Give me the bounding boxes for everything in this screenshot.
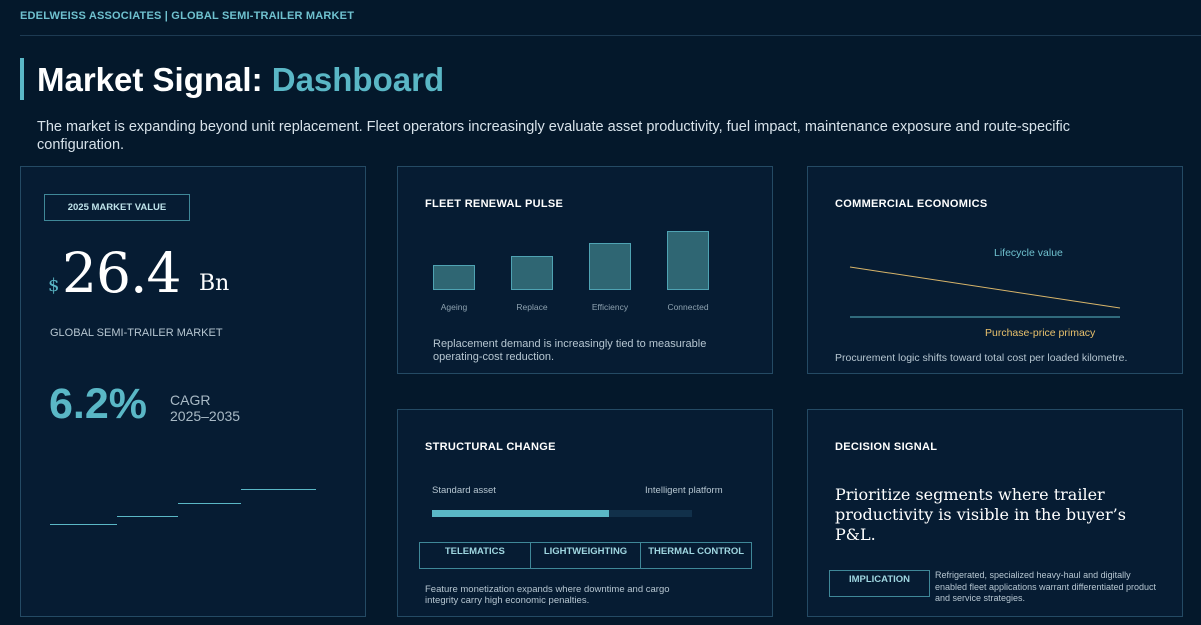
cagr-label: CAGR 2025–2035 bbox=[170, 392, 240, 424]
commercial-economics-card: COMMERCIAL ECONOMICS Lifecycle value Pur… bbox=[807, 166, 1183, 374]
fleet-renewal-title: FLEET RENEWAL PULSE bbox=[425, 198, 564, 210]
structural-change-note: Feature monetization expands where downt… bbox=[425, 584, 670, 606]
cagr-value: 6.2% bbox=[49, 380, 148, 428]
intro-text: The market is expanding beyond unit repl… bbox=[37, 119, 1071, 153]
intelligent-platform-label: Intelligent platform bbox=[645, 485, 723, 496]
decision-signal-title: DECISION SIGNAL bbox=[835, 441, 938, 453]
growth-step-2 bbox=[117, 516, 178, 517]
growth-step-1 bbox=[50, 524, 117, 525]
structural-change-card: STRUCTURAL CHANGE Standard asset Intelli… bbox=[397, 409, 773, 617]
fleet-bar-replace bbox=[511, 256, 553, 290]
decision-statement: Prioritize segments where trailer produc… bbox=[835, 485, 1126, 544]
fleet-bar-efficiency bbox=[589, 243, 631, 290]
economics-lines-graphic bbox=[849, 266, 1121, 318]
structural-change-title: STRUCTURAL CHANGE bbox=[425, 441, 556, 453]
fleet-renewal-note: Replacement demand is increasingly tied … bbox=[433, 338, 707, 363]
market-value-number: 26.4 bbox=[62, 241, 181, 305]
implication-badge: IMPLICATION bbox=[829, 570, 930, 597]
market-value-card: 2025 MARKET VALUE $ 26.4 Bn GLOBAL SEMI-… bbox=[20, 166, 366, 617]
page-title: Market Signal: Dashboard bbox=[37, 61, 444, 99]
currency-symbol: $ bbox=[48, 275, 60, 296]
purchase-price-line bbox=[849, 266, 1121, 309]
fleet-bar-label-replace: Replace bbox=[516, 302, 548, 312]
commercial-economics-title: COMMERCIAL ECONOMICS bbox=[835, 198, 988, 210]
page-title-main: Market Signal: bbox=[37, 61, 263, 98]
lifecycle-value-label: Lifecycle value bbox=[994, 247, 1063, 259]
commercial-economics-note: Procurement logic shifts toward total co… bbox=[835, 352, 1128, 364]
cagr-label-text: CAGR bbox=[170, 392, 211, 408]
fleet-bar-label-ageing: Ageing bbox=[440, 302, 468, 312]
title-accent-bar bbox=[20, 58, 24, 100]
brand-line: EDELWEISS ASSOCIATES | GLOBAL SEMI-TRAIL… bbox=[20, 10, 355, 22]
transition-progress-track bbox=[432, 510, 692, 517]
market-value-badge: 2025 MARKET VALUE bbox=[44, 194, 190, 221]
tag-telematics: TELEMATICS bbox=[420, 543, 531, 568]
fleet-bar-ageing bbox=[433, 265, 475, 290]
tag-lightweighting: LIGHTWEIGHTING bbox=[531, 543, 642, 568]
tag-thermal-control: THERMAL CONTROL bbox=[648, 546, 745, 557]
fleet-bar-connected bbox=[667, 231, 709, 290]
decision-signal-card: DECISION SIGNAL Prioritize segments wher… bbox=[807, 409, 1183, 617]
growth-step-3 bbox=[178, 503, 241, 504]
standard-asset-label: Standard asset bbox=[432, 485, 496, 496]
market-value-unit: Bn bbox=[199, 271, 230, 296]
purchase-price-label: Purchase-price primacy bbox=[985, 327, 1096, 339]
growth-step-4 bbox=[241, 489, 316, 490]
page-title-accent: Dashboard bbox=[271, 61, 445, 98]
fleet-bar-label-efficiency: Efficiency bbox=[591, 302, 629, 312]
transition-progress-fill bbox=[432, 510, 609, 517]
feature-tags: TELEMATICS LIGHTWEIGHTING THERMAL CONTRO… bbox=[419, 542, 752, 569]
market-value-caption: GLOBAL SEMI-TRAILER MARKET bbox=[50, 327, 223, 339]
implication-text: Refrigerated, specialized heavy-haul and… bbox=[935, 570, 1156, 603]
header-divider bbox=[20, 35, 1201, 36]
cagr-period: 2025–2035 bbox=[170, 408, 241, 424]
fleet-renewal-card: FLEET RENEWAL PULSE Ageing Replace Efficie… bbox=[397, 166, 773, 374]
fleet-bar-label-connected: Connected bbox=[667, 302, 709, 312]
